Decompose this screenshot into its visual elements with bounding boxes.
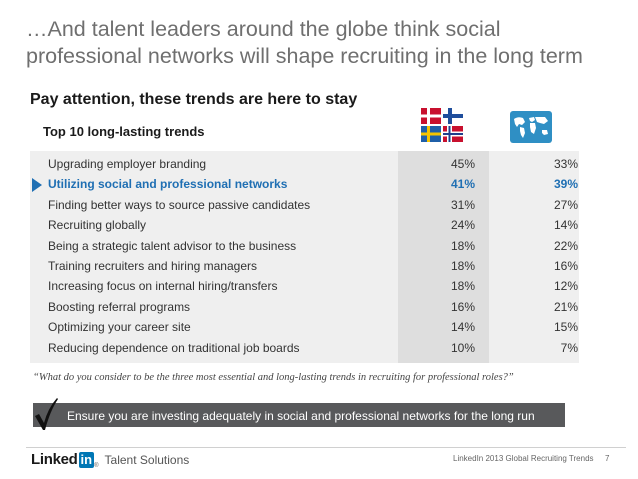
global-value: 15% [553,320,578,335]
nordic-value: 14% [450,320,475,335]
trends-table: Upgrading employer branding 45% 33% Util… [30,155,579,359]
global-value: 7% [560,340,578,355]
global-value: 27% [553,197,578,212]
trend-label: Being a strategic talent advisor to the … [48,238,297,253]
nordic-value: 18% [450,258,475,273]
logo-in-badge: in [78,452,95,468]
table-heading: Top 10 long-lasting trends [43,124,205,139]
table-row: Finding better ways to source passive ca… [30,196,579,216]
nordic-flags-icon [421,108,463,142]
table-row: Recruiting globally 24% 14% [30,216,579,236]
global-value: 16% [553,258,578,273]
nordic-value: 16% [450,299,475,314]
trend-label: Optimizing your career site [48,320,191,335]
table-row: Increasing focus on internal hiring/tran… [30,277,579,297]
trend-label: Upgrading employer branding [48,157,207,171]
footer-divider [26,447,626,448]
trend-label: Boosting referral programs [48,299,191,314]
checkmark-icon [35,398,58,430]
global-value: 39% [553,177,578,192]
global-value: 33% [553,157,578,171]
takeaway-banner [33,403,565,427]
world-map-icon [510,111,552,143]
global-value: 22% [553,238,578,253]
nordic-value: 45% [450,157,475,171]
survey-question: “What do you consider to be the three mo… [33,372,514,383]
logo-product-name: Talent Solutions [104,453,190,467]
trend-label: Training recruiters and hiring managers [48,258,257,273]
nordic-value: 18% [450,238,475,253]
nordic-value: 31% [450,197,475,212]
takeaway-text: Ensure you are investing adequately in s… [67,409,535,423]
trend-label: Recruiting globally [48,218,147,233]
global-value: 14% [553,218,578,233]
table-row: Upgrading employer branding 45% 33% [30,155,579,175]
slide-title-line-2: professional networks will shape recruit… [26,44,583,68]
trend-label: Utilizing social and professional networ… [48,177,288,192]
linkedin-logo: Linked in ® Talent Solutions [31,451,189,469]
logo-registered-mark: ® [94,463,99,469]
table-row: Boosting referral programs 16% 21% [30,298,579,318]
slide-title: …And talent leaders around the globe thi… [26,16,626,70]
table-row: Training recruiters and hiring managers … [30,257,579,277]
highlight-arrow-icon [32,178,42,193]
global-value: 21% [553,299,578,314]
footer-source: LinkedIn 2013 Global Recruiting Trends [453,454,594,463]
logo-wordmark: Linked [31,451,78,468]
trend-label: Reducing dependence on traditional job b… [48,340,300,355]
slide-subtitle: Pay attention, these trends are here to … [30,91,358,108]
nordic-value: 24% [450,218,475,233]
nordic-value: 10% [450,340,475,355]
global-value: 12% [553,279,578,294]
trend-label: Increasing focus on internal hiring/tran… [48,279,278,294]
page-number: 7 [605,454,610,463]
slide-title-line-1: …And talent leaders around the globe thi… [26,17,501,41]
table-row-highlighted: Utilizing social and professional networ… [30,175,579,195]
trend-label: Finding better ways to source passive ca… [48,197,311,212]
table-row: Being a strategic talent advisor to the … [30,237,579,257]
table-row: Reducing dependence on traditional job b… [30,339,579,359]
table-row: Optimizing your career site 14% 15% [30,318,579,338]
nordic-column-background [398,151,489,363]
nordic-value: 18% [450,279,475,294]
nordic-value: 41% [450,177,475,192]
